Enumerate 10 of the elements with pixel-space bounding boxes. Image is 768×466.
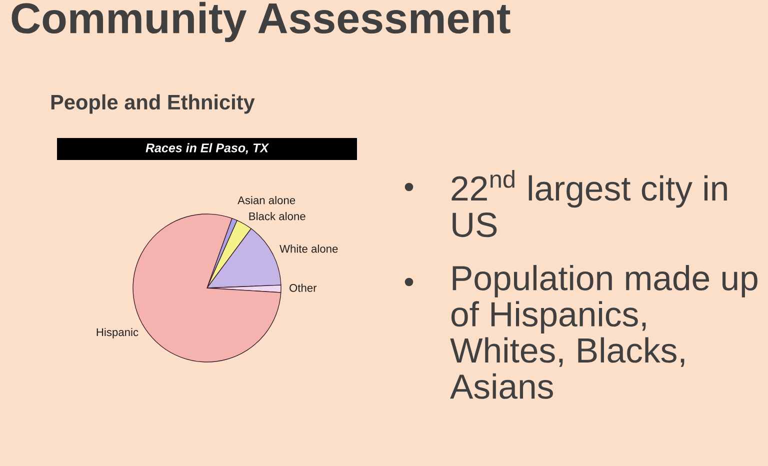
chart-title: Races in El Paso, TX: [146, 143, 270, 154]
slice-label: White alone: [280, 244, 338, 253]
slice-label: Hispanic: [96, 328, 138, 338]
slice-label: Other: [290, 284, 317, 292]
slice-label: Asian alone: [238, 196, 296, 204]
text: Population made up of Hispanics, Whites, Blacks, Asians: [450, 265, 758, 399]
text: Community Assessment: [12, 2, 510, 42]
slice-label: Black alone: [249, 212, 306, 220]
text: People and Ethnicity: [51, 94, 255, 114]
text: 22$^{nd}$ largest city in US: [452, 170, 727, 238]
